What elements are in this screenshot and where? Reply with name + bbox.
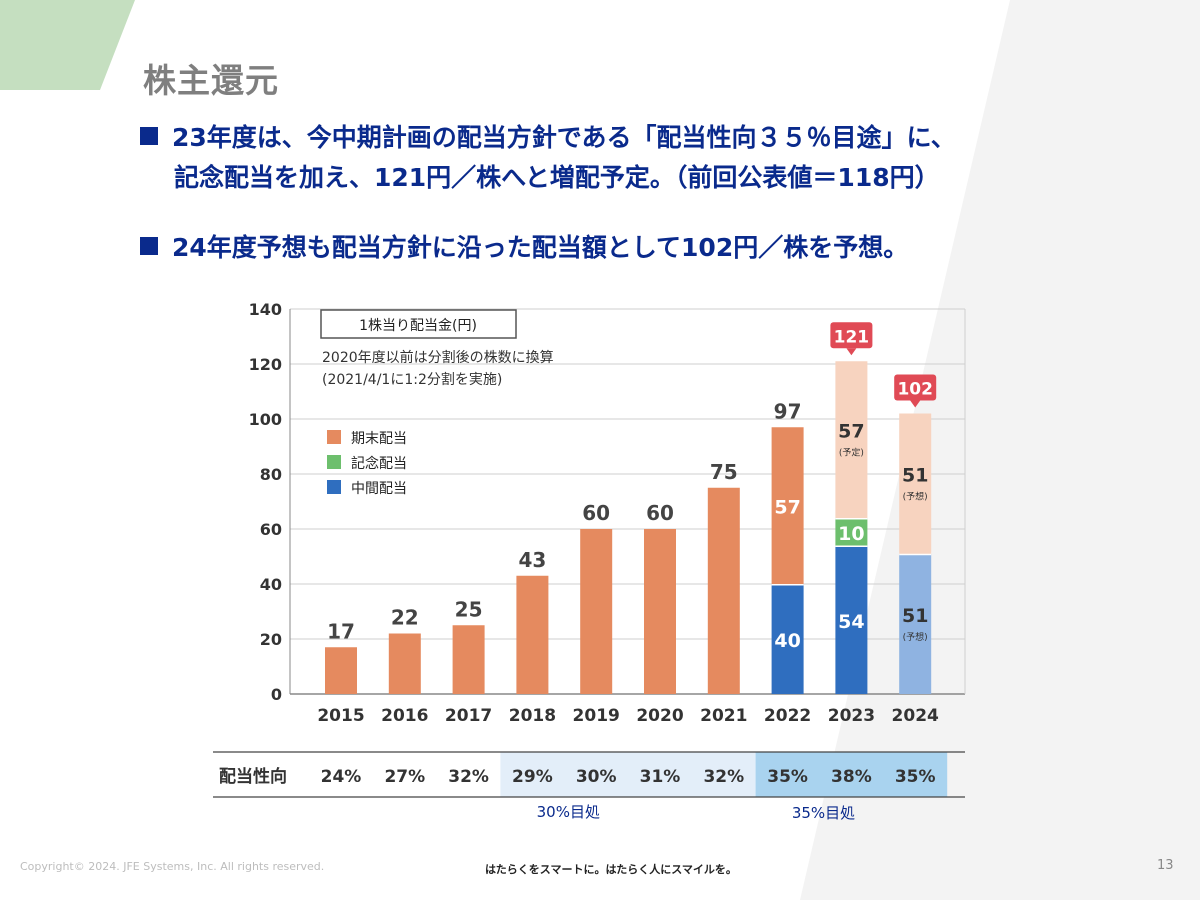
bar-year-end-2019 [580, 529, 613, 694]
chart-note-line-1: 2020年度以前は分割後の株数に換算 [322, 349, 554, 366]
payout-value: 32% [448, 767, 489, 787]
bullet-2: 24年度予想も配当方針に沿った配当額として102円／株を予想。 [140, 228, 908, 268]
bullet-square [140, 127, 158, 145]
bar-year-end-2018 [516, 575, 549, 694]
bar-interim-2023 [835, 545, 868, 694]
payout-value: 30% [576, 767, 617, 787]
total-value-label: 102 [897, 380, 933, 400]
payout-value: 24% [321, 767, 362, 787]
x-tick-label: 2015 [317, 706, 364, 726]
total-value-label: 60 [646, 501, 674, 525]
total-value-label: 43 [518, 548, 546, 572]
payout-value: 29% [512, 767, 553, 787]
total-value-label: 97 [774, 399, 802, 423]
y-tick-label: 80 [260, 465, 282, 484]
bar-year-end-2017 [452, 625, 485, 694]
y-tick-label: 0 [271, 685, 282, 704]
payout-row-label: 配当性向 [219, 766, 287, 787]
total-value-label: 75 [710, 460, 738, 484]
x-tick-label: 2024 [892, 706, 939, 726]
payout-value: 31% [640, 767, 681, 787]
y-tick-label: 60 [260, 520, 282, 539]
copyright: Copyright© 2024. JFE Systems, Inc. All r… [20, 860, 325, 873]
green-corner-shape [0, 0, 135, 90]
bullet-1-line-1: 23年度は、今中期計画の配当方針である「配当性向３５％目途」に、 [172, 123, 956, 152]
segment-value-label: 40 [774, 630, 800, 652]
bullet-square [140, 237, 158, 255]
segment-note: (予定) [839, 447, 864, 459]
x-tick-label: 2020 [636, 706, 683, 726]
total-value-label: 17 [327, 619, 355, 643]
x-tick-label: 2019 [573, 706, 620, 726]
total-value-label: 25 [455, 597, 483, 621]
chart-title: 1株当り配当金(円) [359, 318, 477, 334]
payout-value: 35% [895, 767, 936, 787]
y-tick-label: 100 [249, 410, 282, 429]
x-tick-label: 2021 [700, 706, 747, 726]
segment-value-label: 57 [774, 497, 800, 519]
total-callout-box [830, 322, 873, 349]
x-tick-label: 2017 [445, 706, 492, 726]
payout-band-35-label: 35%目処 [792, 804, 855, 822]
payout-value: 27% [384, 767, 425, 787]
total-callout-pointer [846, 348, 857, 356]
x-tick-label: 2016 [381, 706, 428, 726]
total-callout-pointer [910, 400, 921, 408]
total-callout-box [894, 374, 937, 401]
payout-band-30 [500, 752, 756, 797]
legend-label-1: 期末配当 [351, 431, 407, 447]
payout-value: 38% [831, 767, 872, 787]
bullet-2-text: 24年度予想も配当方針に沿った配当額として102円／株を予想。 [172, 233, 909, 262]
segment-note: (予想) [903, 631, 928, 643]
bar-year-end-2022 [771, 427, 804, 584]
y-tick-label: 40 [260, 575, 282, 594]
segment-value-label: 10 [838, 523, 864, 545]
y-tick-label: 20 [260, 630, 282, 649]
chart-note-line-2: (2021/4/1に1:2分割を実施) [322, 371, 502, 388]
bar-interim-2024 [899, 553, 932, 694]
chart-title-box [320, 309, 517, 339]
bar-year-end-2015 [325, 647, 357, 694]
segment-note: (予想) [903, 491, 928, 503]
total-value-label: 60 [582, 501, 610, 525]
segment-value-label: 57 [838, 421, 864, 443]
y-tick-label: 120 [249, 355, 282, 374]
bar-year-end-2023 [835, 361, 868, 518]
legend-label-3: 中間配当 [351, 481, 407, 497]
legend-label-2: 記念配当 [351, 455, 407, 472]
segment-value-label: 51 [902, 465, 928, 487]
bar-year-end-2016 [388, 633, 421, 694]
y-tick-label: 140 [249, 300, 282, 319]
total-value-label: 121 [834, 327, 870, 347]
x-tick-label: 2018 [509, 706, 556, 726]
total-value-label: 22 [391, 606, 419, 630]
tagline: はたらくをスマートに。はたらく人にスマイルを。 [485, 863, 737, 876]
x-tick-label: 2023 [828, 706, 875, 726]
page-number: 13 [1157, 858, 1174, 873]
legend-swatch-3 [327, 480, 341, 494]
payout-band-30-label: 30%目処 [537, 803, 600, 821]
bar-year-end-2020 [644, 529, 676, 694]
page-title: 株主還元 [143, 61, 279, 100]
legend-swatch-1 [327, 430, 341, 444]
segment-value-label: 54 [838, 611, 864, 633]
payout-value: 32% [703, 767, 744, 787]
payout-band-35 [755, 752, 948, 797]
x-tick-label: 2022 [764, 706, 811, 726]
segment-value-label: 51 [902, 605, 928, 627]
bar-year-end-2024 [899, 413, 932, 554]
bar-year-end-2021 [707, 487, 740, 694]
legend-swatch-2 [327, 455, 341, 469]
bar-commemorative-2023 [835, 518, 868, 546]
bullet-1-line-2: 記念配当を加え、121円／株へと増配予定。（前回公表値＝118円） [174, 163, 940, 192]
bar-interim-2022 [771, 584, 804, 694]
bullet-1: 23年度は、今中期計画の配当方針である「配当性向３５％目途」に、 記念配当を加え… [140, 118, 956, 198]
payout-value: 35% [767, 767, 808, 787]
